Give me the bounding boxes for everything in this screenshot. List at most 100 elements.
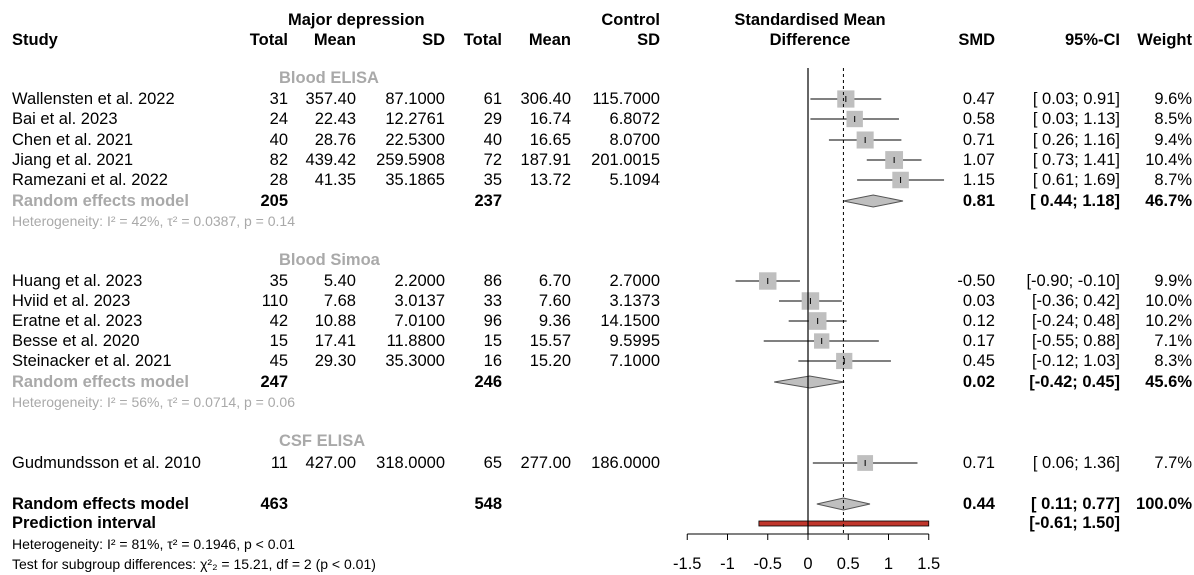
weight-cell: 10.4% [1145,151,1192,169]
ci-cell: [-0.90; -0.10] [1026,272,1120,290]
smd-cell: 0.71 [962,454,995,472]
prediction-label: Prediction interval [12,514,156,532]
ci-cell: [-0.24; 0.48] [1031,312,1120,330]
weight-cell: 8.7% [1154,171,1192,189]
smd-cell: 0.02 [962,373,995,391]
smd-cell: 0.45 [962,352,995,370]
total1-cell: 82 [269,151,288,169]
smd-cell: 0.71 [962,131,995,149]
total2-col-header: Total [463,31,502,49]
mean2-cell: 16.65 [529,131,571,149]
smd-cell: 0.03 [962,292,995,310]
overall-heterogeneity: Heterogeneity: I² = 81%, τ² = 0.1946, p … [12,536,295,552]
subgroup-heterogeneity: Heterogeneity: I² = 56%, τ² = 0.0714, p … [12,394,295,410]
total2-cell: 15 [483,332,502,350]
smd-cell: 1.15 [962,171,995,189]
total1-cell: 11 [270,454,288,472]
mean1-cell: 427.00 [305,454,356,472]
total1-cell: 45 [269,352,288,370]
mean1-cell: 5.40 [323,272,356,290]
sd1-cell: 7.0100 [394,312,445,330]
ci-cell: [ 0.61; 1.69] [1032,171,1120,189]
study-name: Chen et al. 2021 [12,131,134,149]
weight-cell: 45.6% [1145,373,1192,391]
total1-col-header: Total [249,31,288,49]
sd2-cell: 8.0700 [609,131,660,149]
smd-title-line2: Difference [769,31,851,49]
total2-cell: 61 [483,90,502,108]
mean1-cell: 41.35 [314,171,356,189]
mean1-cell: 17.41 [314,332,356,350]
study-name: Ramezani et al. 2022 [12,171,168,189]
group1-header: Major depression [288,11,425,29]
overall-total2: 548 [474,495,502,513]
total1-cell: 28 [269,171,288,189]
total2-cell: 29 [483,110,502,128]
group2-header: Control [601,11,660,29]
total2-cell: 86 [483,272,502,290]
overall-ci: [ 0.11; 0.77] [1031,495,1120,513]
weight-cell: 8.3% [1154,352,1192,370]
total2-cell: 72 [483,151,502,169]
total1-cell: 24 [269,110,288,128]
mean2-cell: 6.70 [538,272,571,290]
study-name: Steinacker et al. 2021 [12,352,172,370]
weight-cell: 10.0% [1145,292,1192,310]
total2-cell: 33 [483,292,502,310]
mean1-cell: 439.42 [305,151,356,169]
mean2-cell: 306.40 [520,90,571,108]
sd2-cell: 3.1373 [609,292,660,310]
study-name: Bai et al. 2023 [12,110,118,128]
total1-cell: 31 [269,90,288,108]
weight-cell: 7.7% [1154,454,1192,472]
sd1-cell: 259.5908 [376,151,445,169]
weight-cell: 10.2% [1145,312,1192,330]
subgroup-heterogeneity: Heterogeneity: I² = 42%, τ² = 0.0387, p … [12,213,295,229]
mean2-cell: 16.74 [529,110,571,128]
ci-cell: [-0.55; 0.88] [1031,332,1120,350]
subgroup-diamond [774,375,845,389]
sd2-cell: 2.7000 [609,272,660,290]
subgroup-title: CSF ELISA [279,432,366,450]
total2-cell: 35 [483,171,502,189]
x-tick-label: 1.5 [917,555,940,573]
total1-cell: 42 [269,312,288,330]
mean2-cell: 15.20 [529,352,571,370]
smd-cell: 0.81 [962,192,995,210]
weight-cell: 7.1% [1154,332,1192,350]
sd1-col-header: SD [422,31,445,49]
sd2-cell: 201.0015 [591,151,660,169]
x-tick-label: -1 [720,555,735,573]
ci-cell: [ 0.06; 1.36] [1032,454,1120,472]
ci-cell: [-0.42; 0.45] [1029,373,1120,391]
study-name: Wallensten et al. 2022 [12,90,175,108]
subgroup-title: Blood ELISA [279,69,379,87]
weight-cell: 8.5% [1154,110,1192,128]
sd1-cell: 12.2761 [385,110,445,128]
subgroup-diamond [843,194,904,208]
ci-cell: [-0.12; 1.03] [1031,352,1120,370]
weight-cell: 9.4% [1154,131,1192,149]
total2-cell: 16 [483,352,502,370]
mean1-cell: 29.30 [314,352,356,370]
sd2-cell: 115.7000 [592,90,660,108]
sd1-cell: 35.1865 [385,171,445,189]
x-tick-label: 1 [884,555,893,573]
mean1-cell: 22.43 [314,110,356,128]
total2-cell: 246 [474,373,502,391]
total1-cell: 15 [269,332,288,350]
subgroup-model-label: Random effects model [12,373,189,391]
sd2-cell: 5.1094 [609,171,660,189]
sd1-cell: 22.5300 [385,131,445,149]
weight-cell: 46.7% [1145,192,1192,210]
total2-cell: 237 [474,192,502,210]
overall-smd: 0.44 [962,495,995,513]
sd1-cell: 318.0000 [376,454,445,472]
total1-cell: 247 [260,373,288,391]
total1-cell: 205 [260,192,288,210]
prediction-ci: [-0.61; 1.50] [1029,514,1120,532]
sd1-cell: 87.1000 [385,90,445,108]
weight-cell: 9.6% [1154,90,1192,108]
